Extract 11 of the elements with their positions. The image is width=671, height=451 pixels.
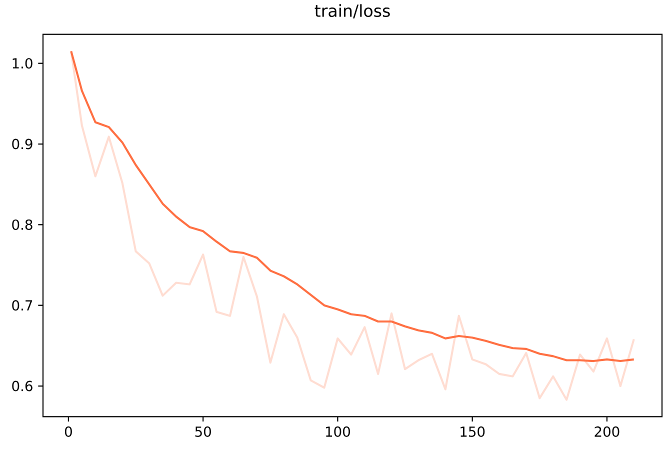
y-tick-label: 0.6 [12,380,32,392]
y-tick-label: 0.7 [12,300,32,311]
y-tick-label: 0.9 [12,138,32,150]
chart-title: train/loss [314,4,390,18]
x-tick-label: 0 [64,426,72,437]
x-tick-label: 150 [460,426,485,437]
y-tick-label: 0.8 [12,219,32,230]
x-tick-label: 100 [326,426,350,437]
x-tick-label: 200 [594,426,620,437]
x-tick-label: 50 [195,426,211,437]
y-tick-label: 1.0 [12,58,32,69]
